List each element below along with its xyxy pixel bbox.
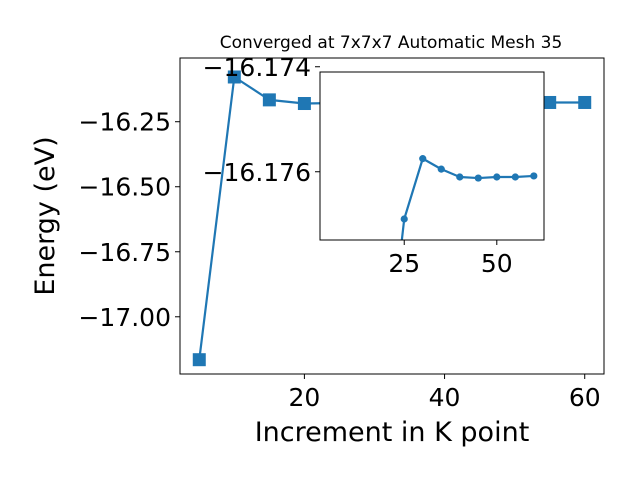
main-x-tick-label: 40 xyxy=(429,383,461,412)
main-x-tick-label: 20 xyxy=(288,383,320,412)
main-data-point xyxy=(297,97,311,111)
inset-data-point xyxy=(400,215,408,223)
inset-x-tick-label: 50 xyxy=(481,249,513,278)
inset-data-point xyxy=(419,155,427,163)
main-data-point xyxy=(543,95,557,109)
inset-data-point xyxy=(456,173,464,181)
x-axis-label: Increment in K point xyxy=(255,417,530,448)
main-y-tick-label: −16.50 xyxy=(78,173,171,202)
y-axis-label: Energy (eV) xyxy=(30,136,61,295)
inset-y-tick-label: −16.174 xyxy=(203,53,311,82)
inset-data-point xyxy=(474,174,482,182)
main-data-point xyxy=(578,95,592,109)
main-data-point xyxy=(227,70,241,84)
chart-title: Converged at 7x7x7 Automatic Mesh 35 xyxy=(220,33,563,53)
inset-data-point xyxy=(382,378,389,385)
inset-x-tick-label: 25 xyxy=(388,249,420,278)
main-plot-frame xyxy=(179,57,605,375)
inset-y-tick-label: −16.176 xyxy=(203,158,311,187)
inset-plot-frame xyxy=(319,71,545,241)
main-y-tick-label: −17.00 xyxy=(78,303,171,332)
inset-data-point xyxy=(511,173,519,181)
inset-data-point xyxy=(493,173,501,181)
main-y-tick-label: −16.25 xyxy=(78,108,171,137)
inset-plot-area: 25 50 −16.176 −16.174 xyxy=(203,53,545,385)
main-data-point xyxy=(192,353,206,367)
inset-data-point xyxy=(530,172,538,180)
main-y-tick-label: −16.75 xyxy=(78,238,171,267)
main-x-tick-label: 60 xyxy=(569,383,601,412)
inset-plot-background xyxy=(320,72,544,240)
inset-data-point xyxy=(437,165,445,173)
main-data-point xyxy=(262,93,276,107)
